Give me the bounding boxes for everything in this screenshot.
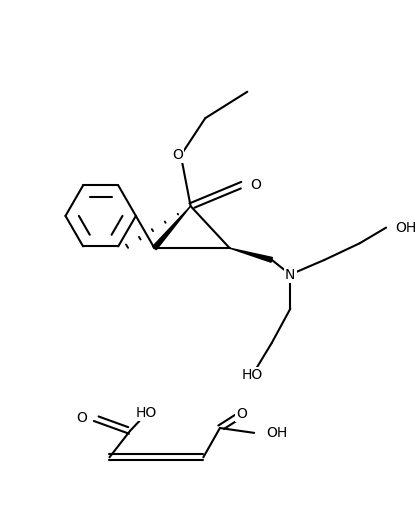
Text: O: O	[76, 411, 87, 425]
Text: OH: OH	[266, 426, 287, 440]
Text: O: O	[250, 178, 261, 191]
Text: O: O	[173, 148, 184, 162]
Text: O: O	[236, 407, 247, 421]
Text: N: N	[285, 268, 296, 281]
Polygon shape	[153, 206, 191, 250]
Text: HO: HO	[242, 368, 263, 382]
Polygon shape	[230, 248, 273, 262]
Text: HO: HO	[136, 406, 157, 420]
Text: OH: OH	[395, 220, 416, 235]
